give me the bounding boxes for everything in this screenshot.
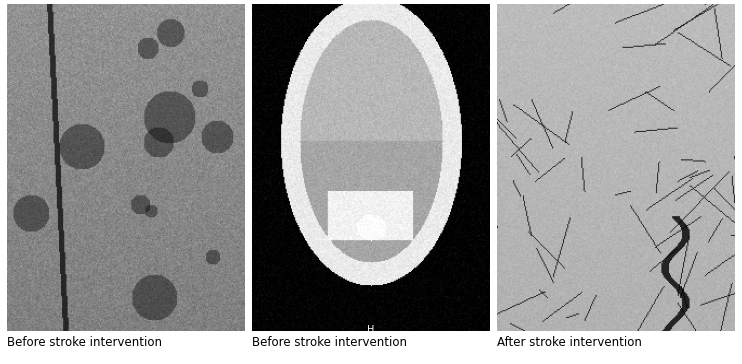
Text: H: H bbox=[367, 325, 375, 335]
Text: After stroke intervention: After stroke intervention bbox=[497, 336, 642, 349]
Text: Before stroke intervention: Before stroke intervention bbox=[252, 336, 407, 349]
Text: Before stroke intervention: Before stroke intervention bbox=[7, 336, 162, 349]
